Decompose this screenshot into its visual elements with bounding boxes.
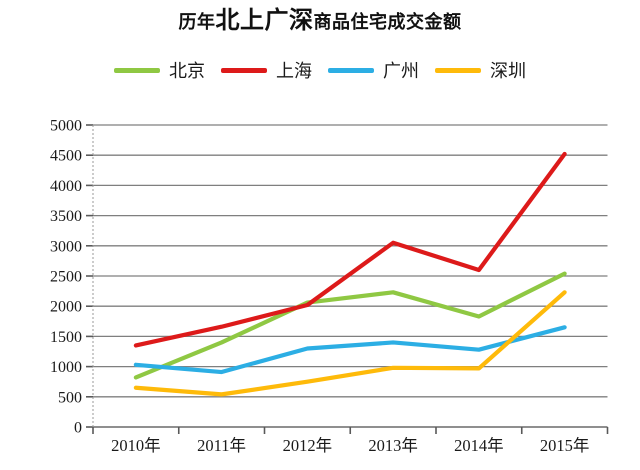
legend-label: 深圳 [490,61,526,81]
x-axis-label: 2011年 [197,436,246,455]
x-axis-label: 2012年 [283,436,333,455]
x-axis-label: 2013年 [368,436,418,455]
chart-legend: 北京 上海 广州 深圳 [0,57,640,83]
legend-label: 上海 [276,61,312,81]
legend-swatch [114,67,160,73]
y-axis-label: 2000 [50,299,82,316]
chart-title-highlight: 北上广深 [215,8,314,34]
y-axis-label: 4000 [50,178,82,195]
y-axis-label: 0 [74,420,82,437]
chart-title-suffix: 商品住宅成交金额 [313,12,462,32]
chart-title-prefix: 历年 [178,12,216,32]
y-axis-label: 500 [58,389,82,406]
series-line-3 [133,290,567,397]
legend-label: 北京 [169,61,205,81]
legend-label: 广州 [383,61,419,81]
x-axis-label: 2010年 [111,436,161,455]
legend-swatch [435,67,481,73]
legend-swatch [221,67,267,73]
series-line-1 [133,151,567,348]
legend-item-0: 北京 [114,57,205,83]
legend-item-2: 广州 [328,57,419,83]
x-axis-label: 2015年 [540,436,590,455]
y-axis-label: 2500 [50,269,82,286]
y-axis-label: 4500 [50,148,82,165]
y-axis-label: 1500 [50,329,82,346]
y-axis-label: 3500 [50,208,82,225]
legend-item-3: 深圳 [435,57,526,83]
y-axis-label: 3000 [50,238,82,255]
series-line-2 [133,325,567,375]
chart-title: 历年北上广深商品住宅成交金额 [0,6,640,37]
series-line-0 [133,271,567,380]
legend-swatch [328,67,374,73]
legend-item-1: 上海 [221,57,312,83]
y-axis-label: 1000 [50,359,82,376]
x-axis-label: 2014年 [454,436,504,455]
y-axis-label: 5000 [50,118,82,135]
